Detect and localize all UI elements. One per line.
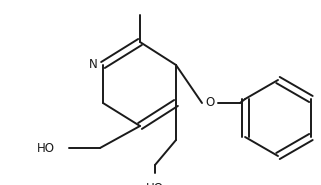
Text: HO: HO [146,182,164,185]
Text: N: N [89,58,98,71]
Text: HO: HO [37,142,55,154]
Text: O: O [205,97,215,110]
